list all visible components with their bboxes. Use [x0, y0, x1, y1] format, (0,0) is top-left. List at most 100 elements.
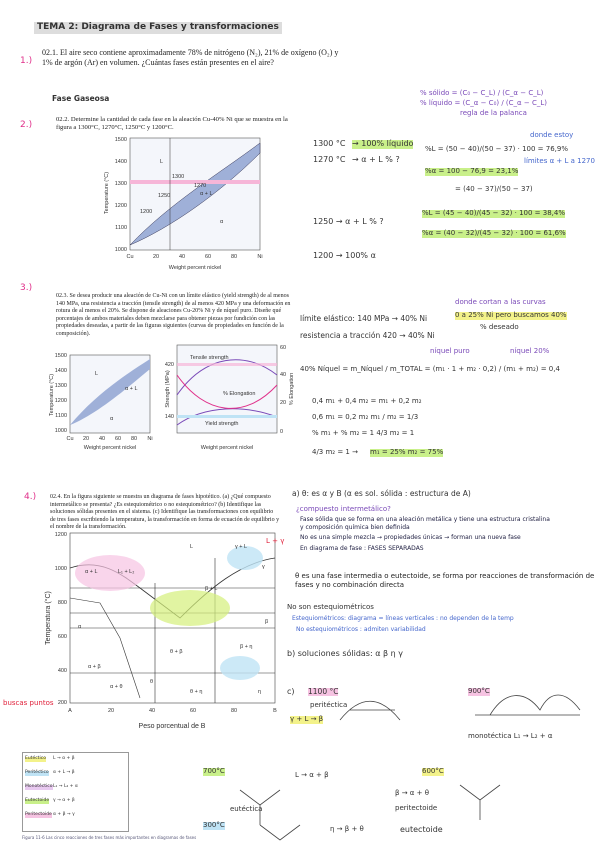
note: buscas puntos	[3, 699, 54, 707]
region-label: α	[110, 416, 114, 422]
problem-number: 2.)	[20, 120, 33, 130]
tick: 1400	[55, 368, 67, 374]
note: ¿compuesto intermetálico?	[296, 505, 391, 513]
note: L → α + β	[295, 771, 329, 779]
tick: 600	[58, 634, 67, 640]
note: 600°C	[422, 767, 444, 776]
region-label: α + L	[85, 569, 98, 575]
sketch	[239, 789, 281, 825]
mark: 140	[165, 414, 174, 420]
note: resistencia a tracción 420 → 40% Ni	[300, 331, 435, 340]
statement: 02.4. En la figura siguiente se muestra …	[50, 494, 280, 530]
note: b) soluciones sólidas: α β η γ	[287, 649, 404, 658]
tick: 80	[131, 436, 137, 442]
tick: 60	[190, 708, 196, 714]
curve-label: Tensile strength	[190, 355, 229, 361]
tick: 400	[58, 668, 67, 674]
region-label: θ	[150, 679, 153, 685]
region-label: α	[220, 219, 224, 225]
sketch	[339, 700, 401, 721]
tick: Cu	[66, 436, 73, 442]
temp: 1300	[172, 174, 184, 180]
table-cell: γ → α + β	[53, 798, 75, 803]
tick: 40	[149, 708, 155, 714]
note: peritectoide	[395, 804, 438, 812]
note: 700°C	[203, 767, 225, 776]
temp: 1270	[194, 183, 206, 189]
note: eutectoide	[400, 825, 443, 834]
curve	[176, 408, 278, 426]
region	[129, 142, 261, 246]
table-cell: α + L → β	[53, 770, 75, 775]
table-cell: L₁ → L₂ + α	[53, 784, 78, 789]
curve	[176, 374, 278, 409]
axis-label: Strength (MPa)	[165, 370, 171, 407]
note: = (40 − 37)/(50 − 37)	[455, 185, 533, 193]
note: donde cortan a las curvas	[455, 298, 546, 306]
tick: 1100	[55, 413, 67, 419]
table-cell: Eutectoide	[25, 798, 50, 804]
region-label: β + η	[240, 644, 253, 650]
note: monotéctica L₁ → L₂ + α	[468, 732, 553, 740]
tick: 1200	[115, 203, 127, 209]
highlight	[130, 180, 260, 184]
note: 0,6 m₁ = 0,2 m₂ m₁ / m₂ = 1/3	[312, 413, 419, 421]
tick: 0	[280, 429, 283, 435]
tick: 1400	[115, 159, 127, 165]
note: 1100 °C	[308, 687, 339, 697]
axis-label: Temperature (°C)	[49, 374, 55, 416]
tick: 1500	[55, 353, 67, 359]
region-label: β	[265, 619, 268, 625]
tick: 200	[58, 700, 67, 706]
figure: 1500 1400 1300 1200 1100 1000 Cu 20 40 6…	[104, 137, 263, 271]
table-cell: α + β → γ	[53, 812, 75, 817]
region	[70, 359, 150, 425]
note: Estequiométricos: diagrama = líneas vert…	[292, 615, 514, 622]
tick: 1300	[55, 383, 67, 389]
region-label: γ + L	[235, 544, 247, 550]
tick: 20	[280, 400, 286, 406]
tick: 20	[153, 254, 159, 260]
region-label: L	[190, 544, 193, 550]
highlight	[220, 656, 260, 680]
axis-label: Temperature (°C)	[104, 172, 110, 214]
region-label: L₁ + L₂	[118, 569, 134, 575]
highlight	[177, 363, 277, 366]
table: Eutéctico L → α + β Peritéctico α + L → …	[22, 752, 129, 832]
note: 1250 → α + L % ?	[313, 217, 384, 226]
temp: 1250	[158, 193, 170, 199]
sketch	[259, 824, 301, 841]
tick: 800	[58, 600, 67, 606]
table-cell: L → α + β	[53, 756, 75, 761]
temp: 1200	[140, 209, 152, 215]
note: 1270 °C	[313, 155, 346, 164]
note: peritéctica	[310, 701, 348, 709]
note: eutéctica	[230, 805, 263, 813]
note: m₁ = 25% m₂ = 75%	[370, 448, 444, 457]
note: 0,4 m₁ + 0,4 m₂ = m₁ + 0,2 m₂	[312, 397, 422, 405]
table-cell: Eutéctico	[25, 756, 46, 762]
statement: 02.2. Determine la cantidad de cada fase…	[56, 116, 288, 132]
formula: % sólido = (C₀ − C_L) / (C_α − C_L)	[420, 89, 544, 97]
note: % deseado	[480, 323, 519, 331]
highlight	[75, 555, 145, 591]
tick: 80	[231, 708, 237, 714]
tick: 40	[99, 436, 105, 442]
tick: 80	[231, 254, 237, 260]
note: % m₁ + % m₂ = 1 4/3 m₂ = 1	[312, 429, 415, 437]
table-cell: Peritéctico	[25, 770, 49, 776]
note: η → β + θ	[330, 825, 364, 833]
mark: 420	[165, 362, 174, 368]
note: c)	[287, 687, 295, 696]
region-label: α	[78, 624, 82, 630]
tick: 1100	[115, 225, 127, 231]
caption: regla de la palanca	[460, 109, 527, 117]
note: 1200 → 100% α	[313, 251, 376, 260]
region-label: η	[258, 689, 261, 695]
tick: 20	[108, 708, 114, 714]
tick: 1000	[115, 247, 127, 253]
region-label: θ + β	[170, 649, 183, 655]
curve-label: Yield strength	[205, 421, 238, 427]
problem-number: 1.)	[20, 56, 33, 66]
